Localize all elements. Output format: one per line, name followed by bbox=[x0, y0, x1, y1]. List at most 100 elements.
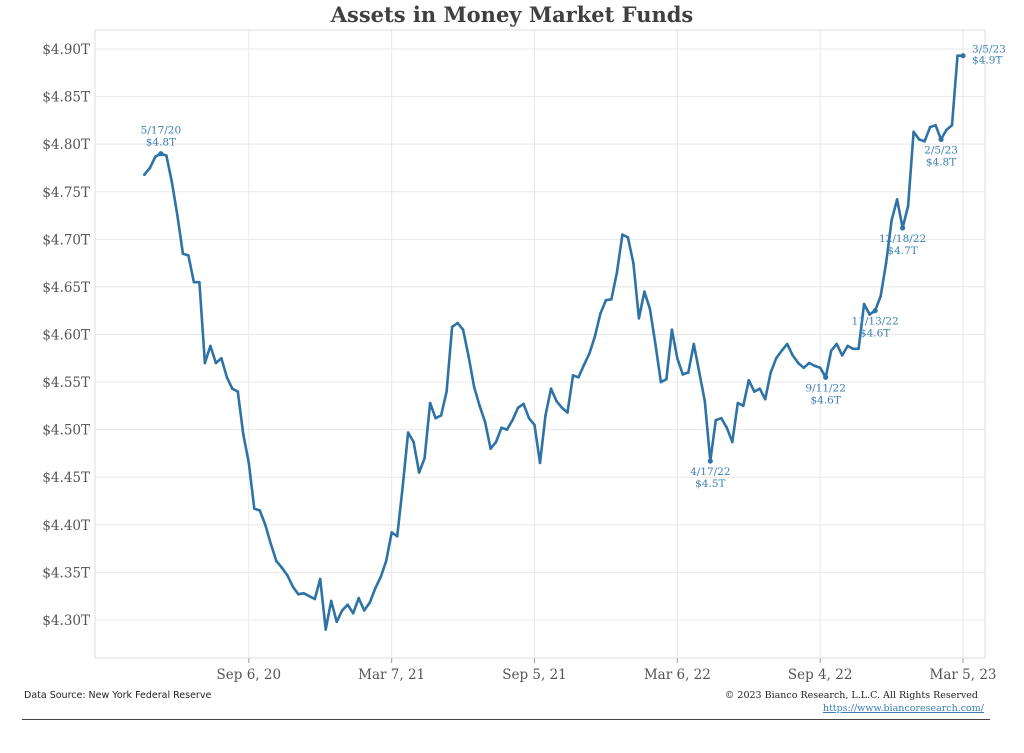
website-link[interactable]: https://www.biancoresearch.com/ bbox=[822, 703, 984, 714]
data-point bbox=[599, 312, 602, 315]
data-point bbox=[846, 344, 849, 348]
data-point bbox=[945, 128, 948, 132]
data-point bbox=[181, 252, 185, 255]
data-point bbox=[368, 601, 371, 605]
y-tick-label: $4.35T bbox=[42, 565, 90, 581]
data-point bbox=[654, 342, 657, 346]
data-point bbox=[758, 387, 762, 391]
data-point bbox=[209, 344, 212, 348]
data-point bbox=[148, 166, 152, 170]
annotation-date-label: 3/5/23 bbox=[972, 44, 1006, 56]
data-point bbox=[950, 123, 954, 127]
y-tick-label: $4.85T bbox=[42, 90, 90, 106]
data-point bbox=[928, 125, 932, 129]
data-point bbox=[643, 290, 646, 293]
data-point bbox=[818, 366, 822, 370]
data-point bbox=[500, 426, 503, 430]
data-point bbox=[890, 219, 893, 222]
y-tick-label: $4.75T bbox=[42, 185, 90, 201]
data-point bbox=[285, 573, 289, 577]
data-point bbox=[857, 347, 860, 351]
data-point bbox=[725, 426, 729, 430]
data-point bbox=[879, 295, 882, 298]
data-point bbox=[714, 418, 718, 422]
data-point bbox=[769, 371, 773, 374]
data-point bbox=[362, 609, 366, 612]
annotation-date-label: 5/17/20 bbox=[141, 125, 181, 137]
data-point bbox=[296, 592, 300, 596]
annotation-value-label: $4.8T bbox=[146, 137, 176, 149]
data-point bbox=[956, 54, 959, 57]
data-point bbox=[533, 423, 536, 427]
data-point bbox=[670, 328, 674, 332]
y-tick-label: $4.55T bbox=[42, 375, 90, 391]
data-point bbox=[917, 138, 921, 141]
data-point bbox=[494, 440, 498, 444]
series-group bbox=[143, 54, 965, 631]
data-point bbox=[796, 361, 800, 365]
annotation-marker bbox=[707, 458, 713, 464]
data-point bbox=[170, 180, 174, 184]
annotation-marker bbox=[872, 308, 878, 314]
annotation-date-label: 12/18/22 bbox=[879, 233, 926, 245]
annotation-value-label: $4.7T bbox=[887, 245, 917, 257]
data-point bbox=[884, 261, 888, 265]
y-gridlines bbox=[95, 48, 985, 621]
data-point bbox=[351, 611, 355, 615]
data-point bbox=[560, 406, 564, 410]
data-point bbox=[187, 254, 190, 257]
y-tick-label: $4.65T bbox=[42, 280, 90, 296]
data-point bbox=[401, 485, 404, 489]
data-point bbox=[747, 378, 751, 382]
data-point bbox=[395, 534, 399, 538]
x-tick-label: Mar 7, 21 bbox=[358, 667, 425, 683]
data-point bbox=[923, 140, 926, 143]
annotation-date-label: 2/5/23 bbox=[924, 144, 958, 156]
data-point bbox=[472, 385, 476, 389]
data-point bbox=[527, 416, 531, 420]
data-point bbox=[785, 342, 789, 346]
data-point bbox=[582, 363, 586, 367]
data-point bbox=[862, 302, 866, 306]
y-tick-label: $4.30T bbox=[42, 613, 90, 629]
data-point bbox=[659, 380, 663, 384]
y-tick-label: $4.60T bbox=[42, 327, 90, 343]
data-point bbox=[835, 342, 838, 346]
data-point bbox=[736, 401, 740, 405]
y-axis-tick-labels: $4.30T $4.35T $4.40T $4.45T $4.50T $4.55T $4.6… bbox=[42, 42, 90, 629]
data-point bbox=[604, 298, 608, 302]
data-point bbox=[373, 587, 377, 590]
data-point bbox=[868, 313, 871, 316]
data-point bbox=[329, 599, 333, 603]
data-point bbox=[214, 361, 218, 365]
data-point bbox=[203, 361, 207, 365]
data-point bbox=[307, 594, 311, 598]
x-tick-label: Mar 6, 22 bbox=[644, 667, 711, 683]
annotation-value-label: $4.6T bbox=[860, 328, 890, 340]
data-point bbox=[851, 347, 855, 351]
data-point bbox=[593, 335, 597, 338]
data-point bbox=[406, 431, 410, 434]
y-tick-label: $4.70T bbox=[42, 232, 90, 248]
data-point bbox=[165, 154, 168, 157]
data-point bbox=[687, 371, 690, 374]
data-point bbox=[791, 354, 795, 357]
y-tick-label: $4.50T bbox=[42, 423, 90, 439]
data-point bbox=[522, 402, 525, 406]
data-point bbox=[198, 280, 201, 284]
data-point bbox=[264, 523, 267, 527]
data-point bbox=[291, 585, 295, 588]
data-point bbox=[681, 373, 685, 376]
data-point bbox=[335, 620, 339, 624]
data-point bbox=[621, 233, 624, 236]
data-point bbox=[516, 406, 520, 410]
data-point bbox=[456, 321, 459, 325]
data-point bbox=[698, 371, 701, 374]
data-point bbox=[242, 433, 245, 436]
data-point bbox=[813, 364, 816, 368]
data-point bbox=[439, 414, 443, 417]
data-point bbox=[434, 416, 437, 420]
x-tick-label: Sep 6, 20 bbox=[217, 667, 282, 683]
data-point bbox=[445, 390, 448, 393]
data-point bbox=[730, 440, 734, 444]
